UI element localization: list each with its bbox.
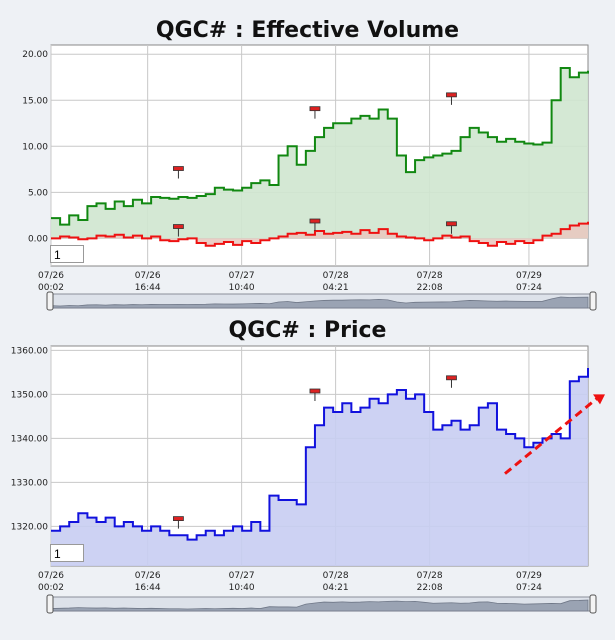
x-tick-time: 22:08 xyxy=(417,283,443,293)
y-tick-label: 1350.00 xyxy=(11,390,48,400)
x-tick-date: 07/28 xyxy=(323,271,349,281)
y-tick-label: 1360.00 xyxy=(11,346,48,356)
x-tick-time: 04:21 xyxy=(323,283,349,293)
y-tick-label: 15.00 xyxy=(22,96,48,106)
marker-flag xyxy=(173,166,184,171)
series-area-2 xyxy=(51,221,588,246)
series-area-1 xyxy=(51,68,588,239)
x-tick-time: 22:08 xyxy=(417,583,443,593)
y-tick-label: 5.00 xyxy=(28,188,48,198)
chart2-multiplier-input[interactable]: 1 xyxy=(50,544,84,562)
trend-arrow-line xyxy=(504,397,598,475)
marker-flag xyxy=(446,92,457,98)
series-line-2 xyxy=(51,221,589,247)
marker-flag xyxy=(309,218,321,224)
overview-sparkline xyxy=(50,296,589,309)
x-tick-time: 07:24 xyxy=(516,583,542,593)
x-tick-time: 07:24 xyxy=(516,283,542,293)
x-tick-time: 00:02 xyxy=(38,583,64,593)
overview-sparkline xyxy=(50,599,589,612)
x-tick-time: 16:44 xyxy=(135,583,161,593)
x-tick-date: 07/27 xyxy=(229,571,255,581)
x-tick-date: 07/29 xyxy=(516,271,542,281)
chart1-multiplier-input[interactable]: 1 xyxy=(50,245,84,263)
chart2-title: QGC# : Price xyxy=(228,318,387,343)
x-tick-date: 07/28 xyxy=(323,571,349,581)
x-tick-date: 07/26 xyxy=(135,271,161,281)
y-tick-label: 10.00 xyxy=(22,142,48,152)
x-tick-date: 07/28 xyxy=(417,271,443,281)
y-tick-label: 1340.00 xyxy=(11,434,48,444)
x-tick-time: 10:40 xyxy=(229,283,255,293)
x-tick-date: 07/29 xyxy=(516,571,542,581)
price-chart: 07/26 00:02 07/26 16:44 07/27 10:40 07/28 04:21… xyxy=(11,345,605,614)
y-tick-label: 1330.00 xyxy=(11,478,48,488)
y-tick-label: 0.00 xyxy=(28,234,48,244)
x-tick-time: 00:02 xyxy=(38,283,64,293)
x-tick-time: 04:21 xyxy=(323,583,349,593)
x-tick-time: 16:44 xyxy=(135,283,161,293)
series-line-1 xyxy=(51,368,589,541)
y-tick-label: 20.00 xyxy=(22,50,48,60)
x-tick-date: 07/26 xyxy=(135,571,161,581)
marker-flag xyxy=(309,388,321,394)
slider-handle-right xyxy=(589,291,597,311)
slider-handle-left xyxy=(46,594,54,614)
slider-handle-left xyxy=(46,291,54,311)
marker-flag xyxy=(173,516,184,522)
slider-handle-right xyxy=(589,594,597,614)
x-tick-date: 07/28 xyxy=(417,571,443,581)
x-tick-time: 10:40 xyxy=(229,583,255,593)
marker-flag xyxy=(173,224,184,229)
y-tick-label: 1320.00 xyxy=(11,522,48,532)
x-tick-date: 07/26 xyxy=(38,571,64,581)
x-tick-date: 07/27 xyxy=(229,271,255,281)
marker-flag xyxy=(309,106,321,112)
x-tick-date: 07/26 xyxy=(38,271,64,281)
marker-flag xyxy=(446,221,457,227)
effective-volume-chart: 07/26 00:02 07/26 16:44 07/27 10:40 07/28 04:21… xyxy=(22,44,597,311)
series-line-1 xyxy=(51,67,589,226)
trend-arrow-head xyxy=(593,394,605,405)
marker-flag xyxy=(446,375,457,381)
series-area-1 xyxy=(51,368,588,566)
chart1-title: QGC# : Effective Volume xyxy=(155,18,460,43)
